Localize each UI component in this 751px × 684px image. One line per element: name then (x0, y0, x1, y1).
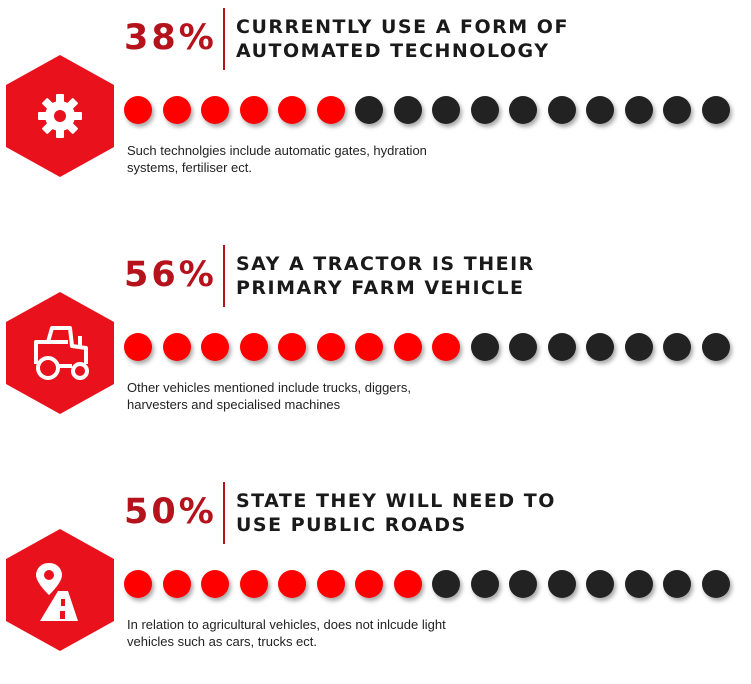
empty-dot (586, 570, 614, 598)
filled-dot (316, 333, 345, 361)
caption-line: Such technolgies include automatic gates… (127, 143, 427, 158)
empty-dot (509, 333, 537, 361)
headline: SAY A TRACTOR IS THEIR PRIMARY FARM VEHI… (236, 252, 736, 300)
percent-label: 50% (124, 492, 217, 532)
dot-row (124, 333, 734, 365)
divider (223, 245, 225, 307)
filled-dot (316, 570, 345, 598)
empty-dot (586, 333, 614, 361)
gear-icon (38, 94, 82, 138)
empty-dot (547, 333, 576, 361)
empty-dot (624, 570, 653, 598)
caption: Such technolgies include automatic gates… (127, 142, 517, 176)
empty-dot (624, 333, 653, 361)
stat-block-public-roads: 50% STATE THEY WILL NEED TO USE PUBLIC R… (0, 474, 751, 684)
empty-dot (624, 96, 653, 124)
caption: Other vehicles mentioned include trucks,… (127, 379, 517, 413)
caption-line: harvesters and specialised machines (127, 397, 341, 412)
empty-dot (432, 96, 460, 124)
filled-dot (393, 333, 422, 361)
stat-block-tractor: 56% SAY A TRACTOR IS THEIR PRIMARY FARM … (0, 237, 751, 447)
filled-dot (355, 570, 383, 598)
filled-dot (239, 96, 268, 124)
filled-dot (316, 96, 345, 124)
empty-dot (663, 333, 691, 361)
empty-dot (701, 333, 730, 361)
empty-dot (663, 570, 691, 598)
percent-label: 56% (124, 255, 217, 295)
stat-block-automation: 38% CURRENTLY USE A FORM OF AUTOMATED TE… (0, 0, 751, 210)
filled-dot (162, 333, 191, 361)
filled-dot (278, 570, 306, 598)
empty-dot (701, 570, 730, 598)
headline-line: USE PUBLIC ROADS (236, 514, 467, 536)
filled-dot (239, 333, 268, 361)
empty-dot (470, 570, 499, 598)
empty-dot (547, 96, 576, 124)
empty-dot (509, 570, 537, 598)
caption-line: vehicles such as cars, trucks ect. (127, 634, 318, 649)
headline-line: STATE THEY WILL NEED TO (236, 490, 556, 512)
empty-dot (701, 96, 730, 124)
filled-dot (278, 333, 306, 361)
filled-dot (162, 96, 191, 124)
headline: CURRENTLY USE A FORM OF AUTOMATED TECHNO… (236, 15, 736, 63)
headline-line: SAY A TRACTOR IS THEIR (236, 253, 535, 275)
tractor-icon (34, 326, 89, 380)
empty-dot (663, 96, 691, 124)
filled-dot (355, 333, 383, 361)
divider (223, 8, 225, 70)
caption-line: systems, fertiliser ect. (127, 160, 252, 175)
headline-line: PRIMARY FARM VEHICLE (236, 277, 525, 299)
filled-dot (201, 570, 229, 598)
filled-dot (432, 333, 460, 361)
headline-line: CURRENTLY USE A FORM OF (236, 16, 569, 38)
hexagon-badge (6, 292, 114, 414)
headline-line: AUTOMATED TECHNOLOGY (236, 40, 550, 62)
divider (223, 482, 225, 544)
percent-label: 38% (124, 18, 217, 58)
filled-dot (239, 570, 268, 598)
dot-row (124, 570, 734, 602)
filled-dot (201, 96, 229, 124)
filled-dot (162, 570, 191, 598)
empty-dot (355, 96, 383, 124)
caption: In relation to agricultural vehicles, do… (127, 616, 517, 650)
dot-row (124, 96, 734, 128)
filled-dot (124, 96, 152, 124)
hexagon-badge (6, 529, 114, 651)
hexagon-badge (6, 55, 114, 177)
empty-dot (547, 570, 576, 598)
caption-line: In relation to agricultural vehicles, do… (127, 617, 446, 632)
empty-dot (586, 96, 614, 124)
filled-dot (124, 570, 152, 598)
empty-dot (470, 333, 499, 361)
filled-dot (393, 570, 422, 598)
empty-dot (509, 96, 537, 124)
caption-line: Other vehicles mentioned include trucks,… (127, 380, 411, 395)
filled-dot (278, 96, 306, 124)
empty-dot (432, 570, 460, 598)
filled-dot (124, 333, 152, 361)
headline: STATE THEY WILL NEED TO USE PUBLIC ROADS (236, 489, 736, 537)
filled-dot (201, 333, 229, 361)
road-pin-icon (36, 563, 78, 621)
empty-dot (393, 96, 422, 124)
empty-dot (470, 96, 499, 124)
